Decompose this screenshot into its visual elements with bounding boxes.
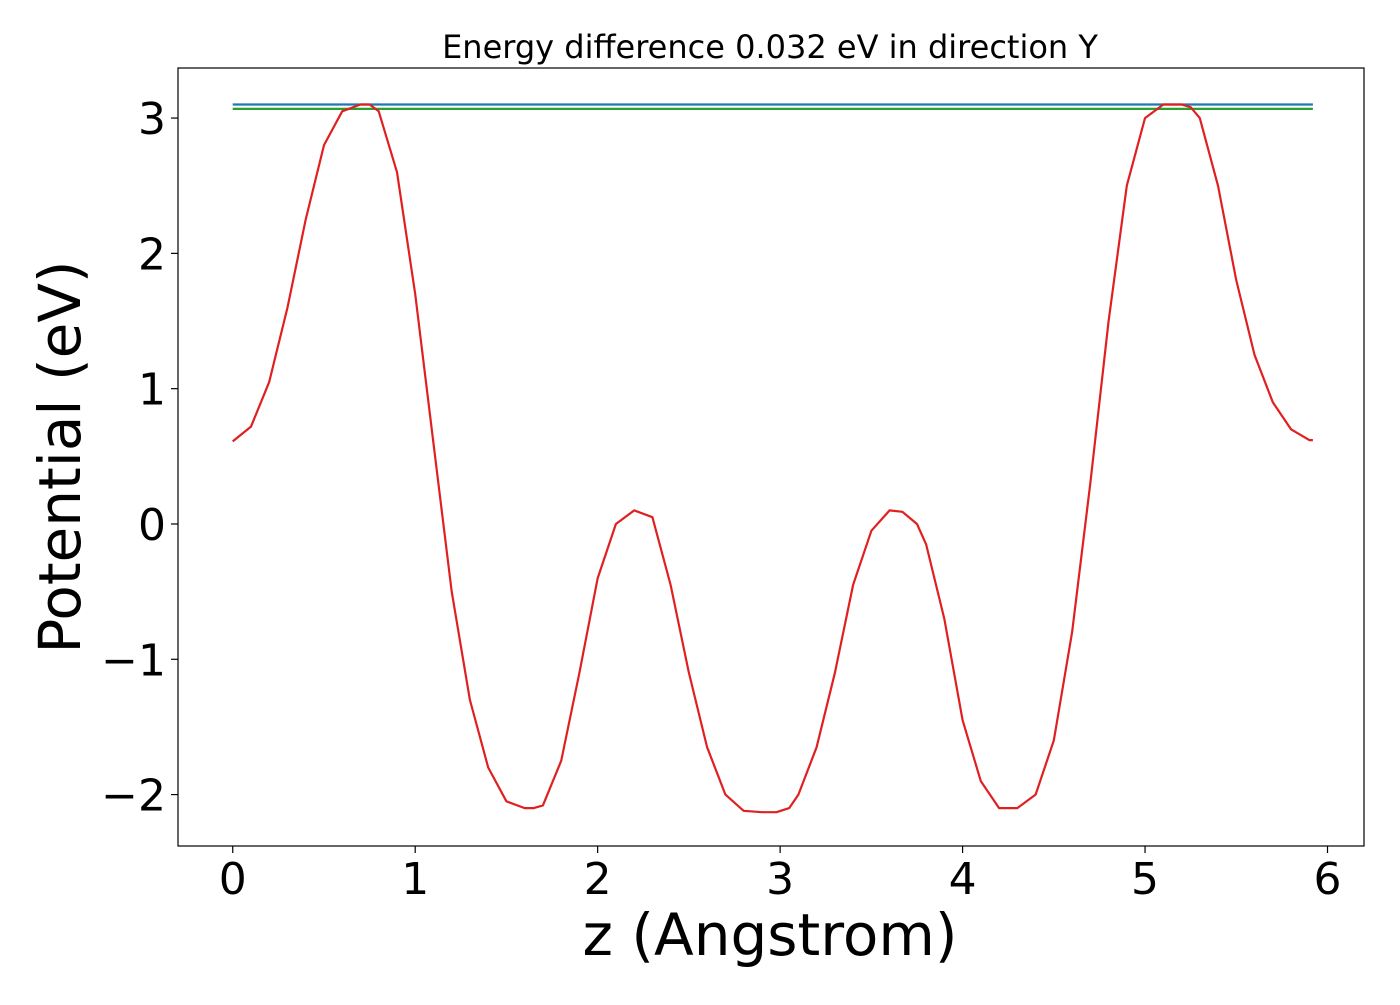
x-tick-label: 4 [949, 854, 977, 905]
y-tick-label: 2 [138, 229, 166, 280]
y-tick-label: −1 [101, 635, 166, 686]
x-axis-label: z (Angstrom) [583, 901, 958, 969]
x-tick-label: 0 [219, 854, 247, 905]
x-tick-label: 3 [766, 854, 794, 905]
x-tick-label: 1 [401, 854, 429, 905]
x-tick-label: 2 [584, 854, 612, 905]
y-tick-label: 3 [138, 94, 166, 145]
chart-title: Energy difference 0.032 eV in direction … [442, 28, 1098, 66]
y-tick-label: 1 [138, 365, 166, 416]
y-tick-label: 0 [138, 500, 166, 551]
x-tick-label: 5 [1131, 854, 1159, 905]
plot-frame [177, 67, 1365, 847]
x-tick-label: 6 [1314, 854, 1342, 905]
x-axis: 0 1 2 3 4 5 6 [219, 846, 1342, 905]
y-tick-label: −2 [101, 771, 166, 822]
y-axis-label: Potential (eV) [26, 260, 94, 653]
y-axis: −2 −1 0 1 2 3 [101, 94, 178, 822]
series-line-2 [232, 103, 1313, 814]
plot-area [232, 103, 1313, 814]
